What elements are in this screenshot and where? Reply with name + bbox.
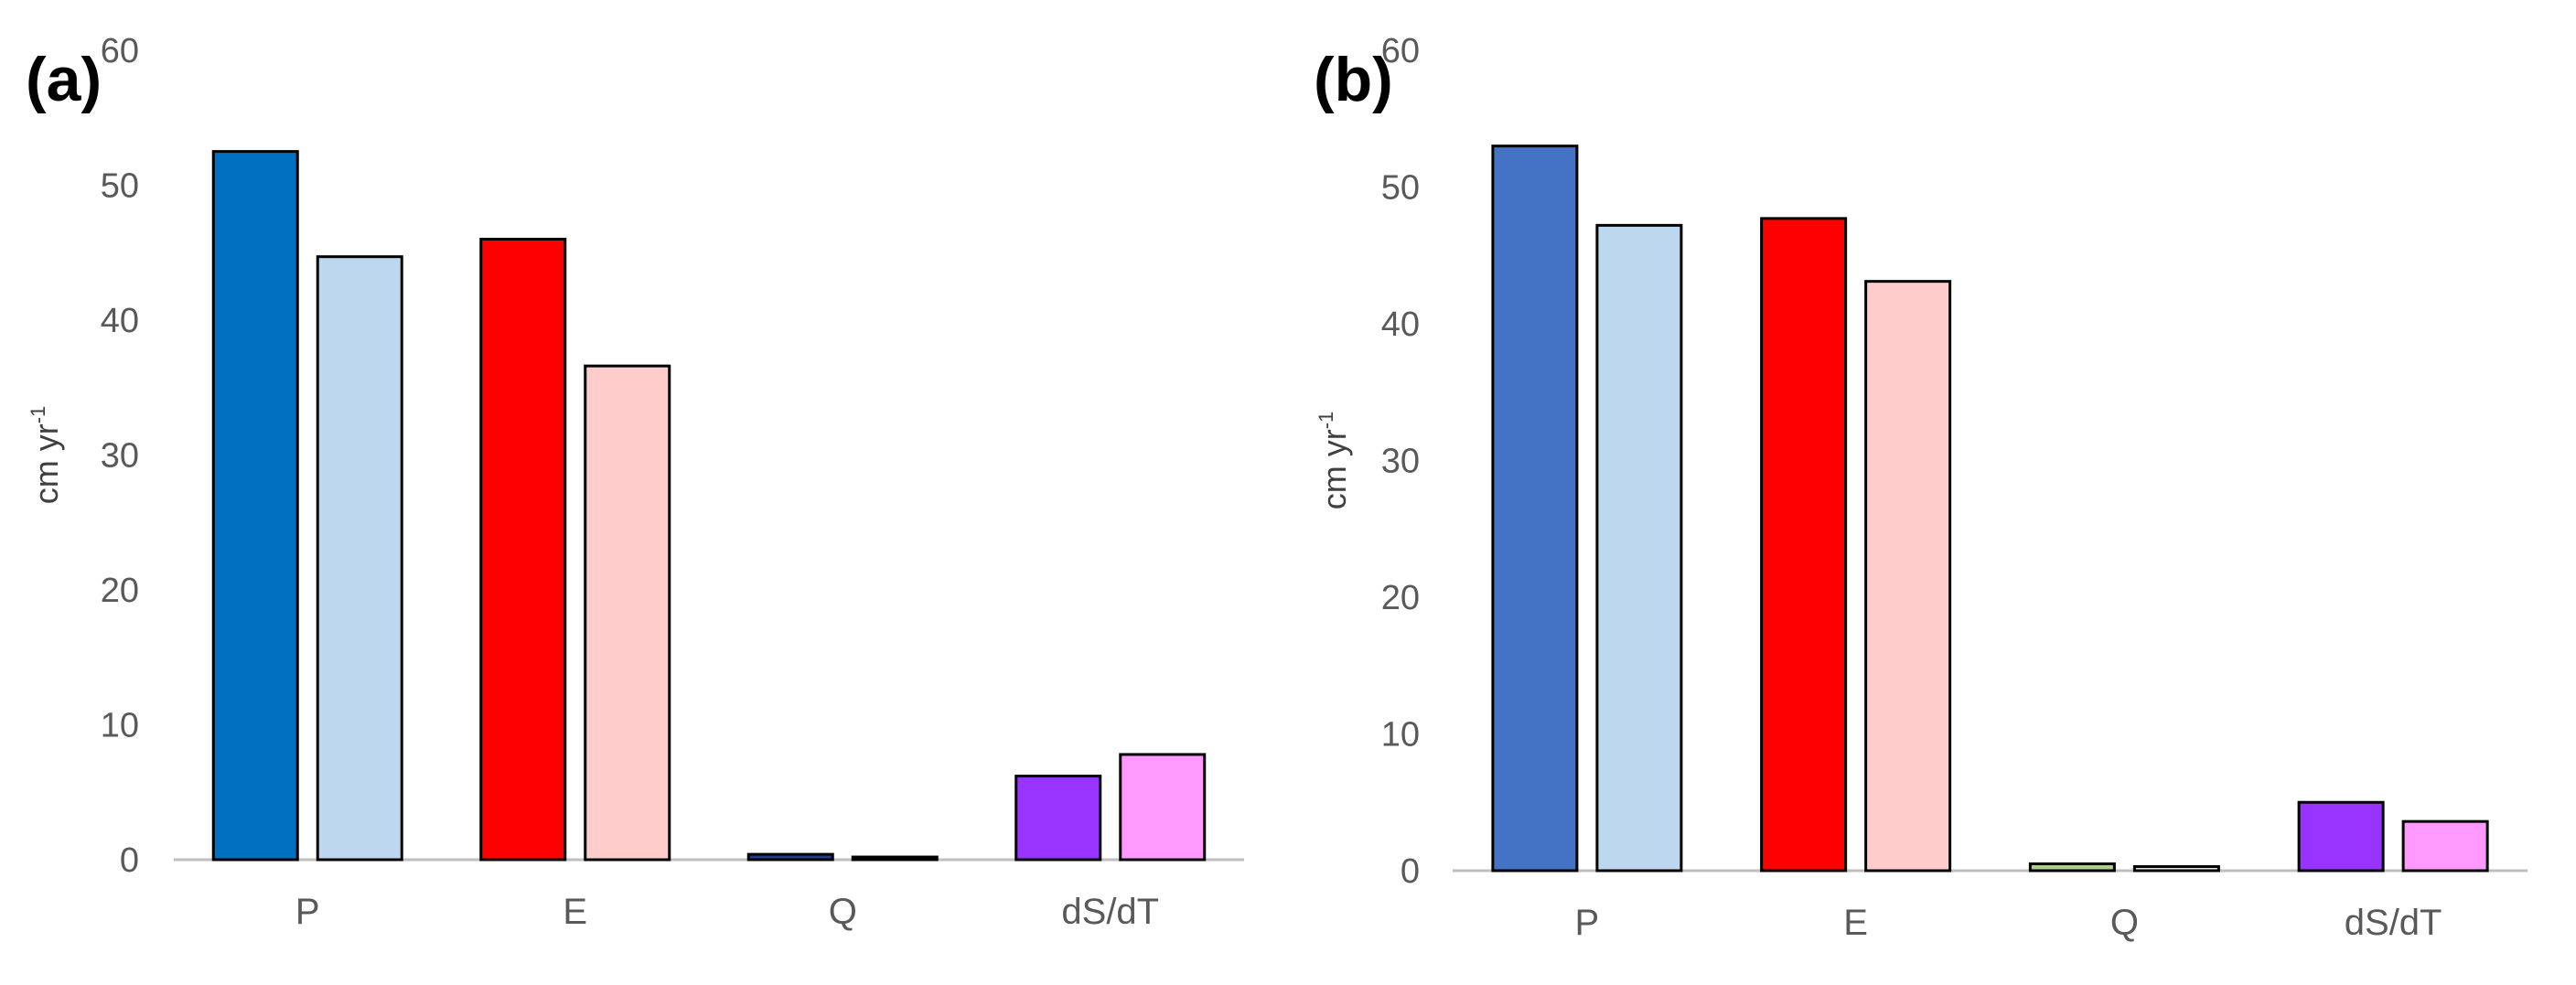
y-tick-label: 40 bbox=[101, 302, 139, 340]
y-tick-label: 10 bbox=[1381, 716, 1420, 755]
y-tick-label: 40 bbox=[1381, 305, 1420, 344]
y-tick-label: 60 bbox=[101, 32, 139, 70]
y-axis-label: cm yr-1 bbox=[27, 406, 65, 505]
bar-dSdT-1 bbox=[1014, 775, 1102, 862]
bar-P-2 bbox=[316, 255, 403, 862]
x-category-label: Q bbox=[829, 892, 857, 932]
y-axis-label: cm yr-1 bbox=[1315, 412, 1353, 510]
bar-Q-2 bbox=[851, 855, 939, 862]
bar-Q-1 bbox=[746, 852, 834, 862]
x-category-label: Q bbox=[2110, 903, 2139, 943]
y-tick-label: 0 bbox=[1401, 852, 1420, 891]
bar-Q-2 bbox=[2132, 865, 2220, 873]
bar-dSdT-2 bbox=[2401, 819, 2489, 873]
y-tick-label: 0 bbox=[120, 841, 139, 880]
y-tick-label: 60 bbox=[1381, 32, 1420, 70]
bar-P-1 bbox=[1491, 145, 1579, 873]
x-category-label: P bbox=[295, 892, 320, 932]
y-tick-label: 50 bbox=[101, 167, 139, 206]
panel-label: (a) bbox=[26, 45, 102, 114]
bar-dSdT-2 bbox=[1119, 753, 1207, 862]
y-tick-label: 50 bbox=[1381, 169, 1420, 208]
x-category-label: dS/dT bbox=[2345, 903, 2442, 943]
bar-E-2 bbox=[584, 364, 671, 862]
bar-E-2 bbox=[1864, 280, 1952, 873]
y-tick-label: 20 bbox=[1381, 579, 1420, 617]
y-tick-label: 30 bbox=[101, 437, 139, 476]
bar-Q-1 bbox=[2028, 862, 2116, 873]
y-tick-label: 30 bbox=[1381, 443, 1420, 481]
bar-P-1 bbox=[211, 150, 299, 862]
bar-E-1 bbox=[479, 238, 567, 862]
bar-dSdT-1 bbox=[2297, 800, 2385, 873]
y-tick-label: 10 bbox=[101, 707, 139, 745]
y-tick-label: 20 bbox=[101, 572, 139, 610]
panel-label: (b) bbox=[1314, 45, 1393, 114]
x-category-label: E bbox=[563, 892, 587, 932]
x-category-label: P bbox=[1575, 903, 1600, 943]
x-category-label: dS/dT bbox=[1061, 892, 1159, 932]
bar-P-2 bbox=[1595, 223, 1683, 873]
x-category-label: E bbox=[1843, 903, 1868, 943]
y-axis-label-superscript: -1 bbox=[27, 406, 49, 424]
bar-E-1 bbox=[1760, 217, 1848, 873]
y-axis-label-superscript: -1 bbox=[1315, 412, 1337, 430]
